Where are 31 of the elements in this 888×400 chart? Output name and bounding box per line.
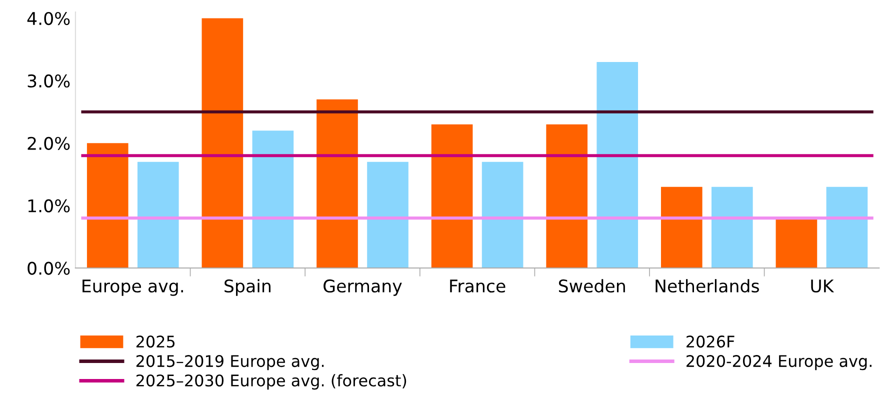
bar [546,124,588,268]
x-tick-label: Sweden [558,279,625,293]
bar [86,143,128,268]
y-tick-label: 3.0% [28,74,70,88]
bar [596,62,638,268]
x-tick-label: Europe avg. [82,280,184,296]
legend-label: 2026F [686,336,734,348]
bar [826,186,868,268]
x-tick-label: Germany [324,279,402,296]
bar [252,130,294,268]
x-tick-label: Netherlands [656,279,759,293]
legend-label: 2025 [136,336,175,348]
y-tick-label: 2.0% [28,136,70,150]
bar [202,18,244,268]
bar [482,162,524,268]
bar [367,162,408,268]
x-tick-label: UK [811,280,834,293]
bar [431,124,473,268]
bar [660,186,702,268]
legend-label: 2020-2024 Europe avg. [686,355,872,370]
bar [316,99,358,268]
y-tick-label: 4.0% [27,12,70,26]
legend-label: 2025–2030 Europe avg. (forecast) [136,374,406,390]
bar [137,162,179,268]
bar [776,218,818,268]
x-tick-label: Spain [224,279,270,296]
y-tick-label: 0.0% [28,262,70,275]
x-tick-label: France [450,280,506,293]
y-tick-label: 1.0% [28,199,70,212]
bar [712,186,753,268]
legend-label: 2015–2019 Europe avg. [136,355,324,370]
